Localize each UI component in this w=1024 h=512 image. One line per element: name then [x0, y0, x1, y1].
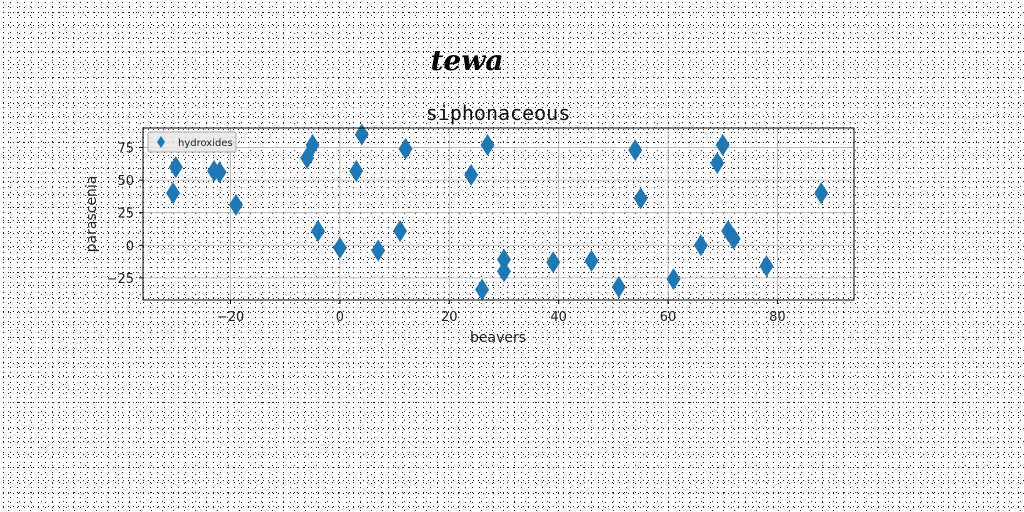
data-point: [354, 123, 369, 146]
data-point: [584, 249, 599, 272]
data-point: [349, 160, 364, 182]
x-tick-label: 80: [769, 310, 786, 325]
x-axis-label: beavers: [470, 330, 526, 346]
y-tick-label: 50: [117, 174, 134, 189]
data-point: [628, 139, 643, 162]
data-point: [715, 133, 730, 156]
data-point: [305, 133, 320, 156]
y-axis-ticks: −25 0 25 50 75: [107, 142, 143, 287]
data-point: [475, 278, 490, 301]
x-tick-label: 0: [336, 310, 344, 325]
data-point: [693, 234, 708, 257]
y-tick-label: −25: [107, 272, 134, 287]
data-point: [166, 182, 181, 205]
data-point: [633, 187, 648, 210]
y-tick-label: 25: [117, 207, 134, 222]
data-point: [393, 219, 408, 242]
grid-lines: [143, 128, 854, 300]
y-tick-label: 75: [117, 142, 134, 157]
data-point: [496, 260, 511, 283]
data-point: [168, 156, 183, 179]
data-point: [546, 251, 561, 274]
data-points: [166, 123, 829, 301]
x-axis-ticks: −20 0 20 40 60 80: [217, 300, 786, 325]
x-tick-label: −20: [217, 310, 244, 325]
data-point: [759, 255, 774, 278]
data-point: [311, 219, 326, 242]
y-tick-label: 0: [126, 239, 134, 254]
data-point: [726, 227, 741, 250]
legend: hydroxides: [147, 131, 237, 153]
legend-marker: [157, 136, 165, 148]
legend-label: hydroxides: [178, 138, 233, 149]
data-point: [496, 248, 511, 271]
x-tick-label: 60: [660, 310, 677, 325]
x-tick-label: 20: [441, 310, 458, 325]
data-point: [398, 137, 413, 160]
data-point: [710, 152, 725, 175]
data-point: [371, 239, 386, 262]
legend-box: [147, 131, 237, 153]
data-point: [212, 161, 227, 184]
plot-frame: [142, 127, 855, 301]
data-point: [480, 133, 495, 156]
x-tick-label: 40: [550, 310, 567, 325]
data-point: [228, 193, 243, 216]
figure-suptitle: tewa: [431, 44, 504, 77]
y-axis-label: parascenia: [84, 176, 100, 253]
axes-title: siphonaceous: [426, 101, 571, 125]
data-point: [332, 236, 347, 259]
data-point: [814, 182, 829, 205]
data-point: [611, 275, 626, 298]
data-point: [666, 268, 681, 291]
data-point: [464, 163, 479, 186]
